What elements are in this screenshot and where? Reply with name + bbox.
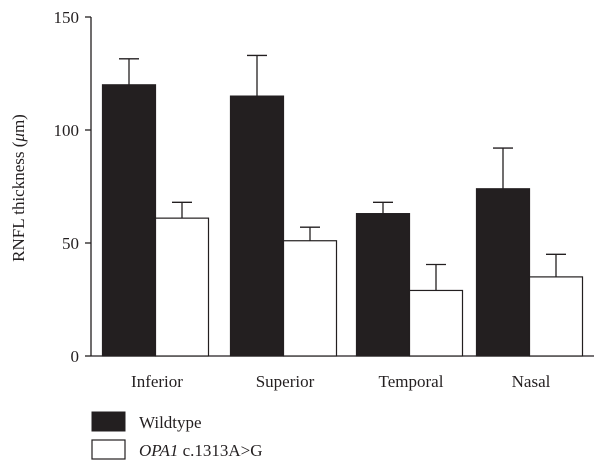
y-axis-title: RNFL thickness (μm) [9,114,28,262]
y-tick-label-0: 0 [71,347,80,366]
legend-swatch-wildtype [91,411,126,432]
legend-label-wildtype: Wildtype [139,413,202,432]
bar-wildtype-superior [229,95,285,357]
legend-label-opa1: OPA1 c.1313A>G [139,441,263,460]
bar-opa1-temporal [408,289,464,357]
bar-wildtype-inferior [101,84,157,357]
legend: Wildtype OPA1 c.1313A>G [91,411,263,460]
bar-opa1-nasal [528,276,584,357]
bar-wildtype-temporal [355,213,411,357]
legend-item-wildtype: Wildtype [91,411,202,432]
y-tick-label-150: 150 [54,8,80,27]
y-tick-label-100: 100 [54,121,80,140]
x-category-label-temporal: Temporal [379,372,444,391]
legend-item-opa1: OPA1 c.1313A>G [91,439,263,460]
legend-swatch-opa1 [91,439,126,460]
y-tick-label-50: 50 [62,234,79,253]
x-category-label-nasal: Nasal [512,372,551,391]
x-category-label-superior: Superior [256,372,315,391]
bar-opa1-inferior [154,217,210,357]
bar-opa1-superior [282,240,338,357]
bar-wildtype-nasal [475,188,531,357]
x-category-label-inferior: Inferior [131,372,183,391]
